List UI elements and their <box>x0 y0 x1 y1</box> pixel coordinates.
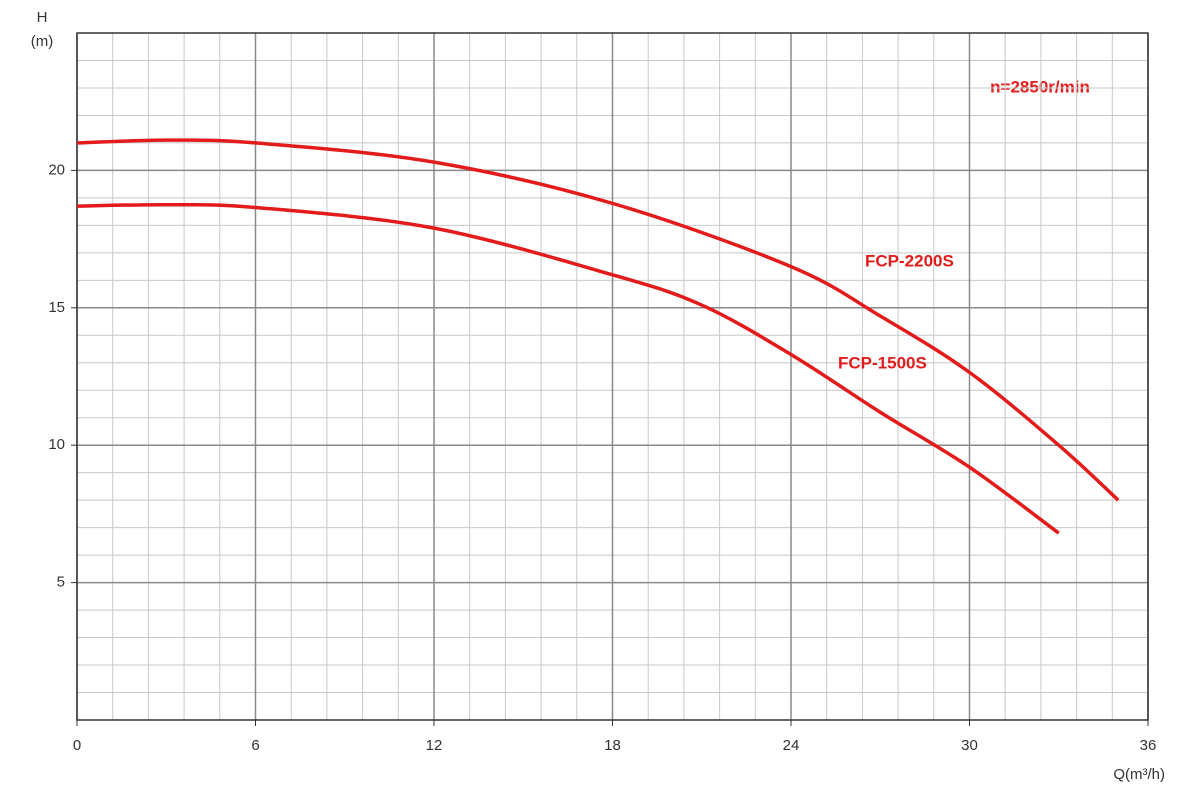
line <box>76 138 1120 502</box>
x-tick-label: 0 <box>73 737 81 754</box>
series-label: FCP-2200S <box>865 251 954 270</box>
plot-frame <box>76 32 1149 721</box>
x-tick-label: 36 <box>1140 737 1157 754</box>
y-tick-label: 15 <box>48 299 65 316</box>
grid <box>76 33 1149 721</box>
line <box>76 202 1060 535</box>
x-tick-label: 24 <box>783 737 800 754</box>
y-tick-label: 20 <box>48 161 65 178</box>
y-axis-label: (m) <box>31 33 54 50</box>
x-tick-label: 18 <box>604 737 621 754</box>
series-label: FCP-1500S <box>838 353 927 372</box>
x-tick-label: 6 <box>251 737 259 754</box>
x-axis-label: Q(m³/h) <box>1113 766 1165 783</box>
y-tick-label: 10 <box>48 436 65 453</box>
annotation: n=2850r/min <box>990 77 1090 96</box>
y-tick-label: 5 <box>57 574 65 591</box>
y-axis-label: H <box>37 9 48 26</box>
x-tick-label: 12 <box>426 737 443 754</box>
x-tick-label: 30 <box>961 737 978 754</box>
